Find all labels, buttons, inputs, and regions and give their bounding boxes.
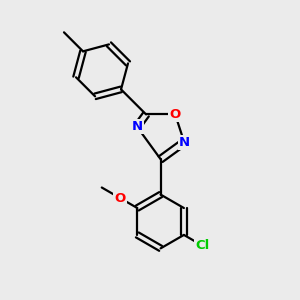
Text: O: O — [115, 192, 126, 205]
Text: O: O — [169, 108, 181, 121]
Text: N: N — [178, 136, 190, 148]
Text: N: N — [131, 120, 142, 133]
Text: Cl: Cl — [195, 239, 209, 252]
